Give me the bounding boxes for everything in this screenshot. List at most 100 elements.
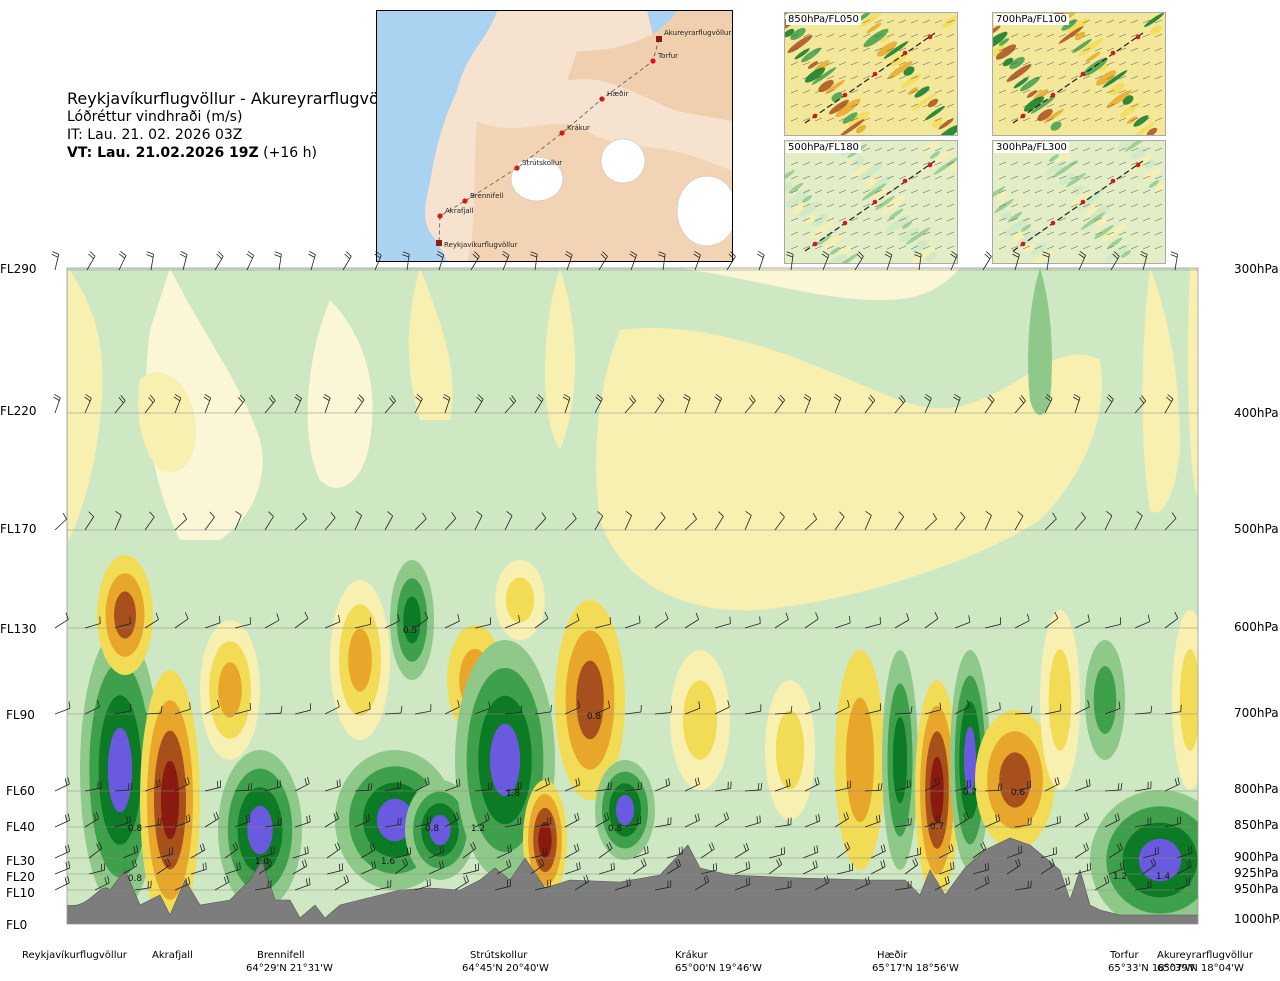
panel-barb — [1046, 89, 1055, 94]
wind-barb — [234, 617, 251, 629]
valid-offset: (+16 h) — [263, 145, 317, 161]
wind-barb — [354, 617, 371, 629]
wind-barb — [374, 879, 392, 891]
panel-barb — [1106, 147, 1115, 152]
wind-barb — [984, 813, 1001, 828]
panel-barb — [874, 103, 883, 108]
panel-barb — [1058, 175, 1067, 180]
panel-barb — [1046, 47, 1055, 52]
panel-barb — [898, 175, 907, 180]
panel-barb — [790, 189, 799, 194]
panel-barb — [874, 217, 883, 222]
panel-barb — [874, 89, 883, 94]
panel-barb — [1010, 217, 1019, 222]
panel-barb — [1142, 231, 1151, 236]
wind-barb — [1074, 812, 1090, 828]
station-name: Akrafjall — [152, 950, 193, 961]
panel-barb — [934, 117, 943, 122]
panel-barb — [862, 245, 871, 250]
wind-barb — [734, 861, 751, 875]
wind-barb — [982, 251, 992, 271]
wind-barb — [54, 777, 70, 792]
wind-barb — [384, 817, 402, 828]
panel-barb — [1142, 33, 1151, 38]
wind-barb — [496, 859, 512, 875]
wind-barb — [1040, 846, 1057, 859]
panel-barb — [862, 189, 871, 194]
panel-barb — [1010, 203, 1019, 208]
panel-barb — [898, 161, 907, 166]
field-cell — [403, 596, 421, 644]
wind-barb — [414, 512, 427, 531]
panel-barb — [1154, 75, 1163, 80]
panel-waypoint-marker — [1135, 34, 1141, 40]
panel-barb — [1058, 189, 1067, 194]
panel-barb — [802, 47, 811, 52]
panel-barb — [1130, 189, 1139, 194]
wind-barb — [624, 395, 636, 414]
panel-field-cell — [1155, 179, 1165, 191]
panel-barb — [790, 89, 799, 94]
wind-barb — [444, 614, 460, 629]
wind-barb — [924, 702, 941, 715]
panel-barb — [1130, 61, 1139, 66]
panel-barb — [1082, 147, 1091, 152]
panel-barb — [1106, 61, 1115, 66]
wind-barb — [144, 778, 161, 792]
field-cell — [683, 680, 717, 760]
wind-barb — [594, 394, 603, 414]
panel-barb — [1058, 89, 1067, 94]
panel-barb — [850, 75, 859, 80]
panel-field-cell — [883, 41, 909, 59]
wind-barb — [204, 511, 215, 531]
wind-barb — [744, 510, 752, 531]
panel-field-cell — [927, 98, 939, 108]
wind-barb — [84, 511, 95, 531]
panel-barb — [1082, 189, 1091, 194]
panel-barb — [1130, 47, 1139, 52]
panel-field-cell — [993, 45, 1005, 57]
panel-barb — [1034, 245, 1043, 250]
wind-barb — [598, 842, 613, 859]
panel-barb — [1022, 245, 1031, 250]
wind-barb — [294, 877, 311, 891]
wind-barb — [534, 611, 549, 629]
panel-barb — [1118, 103, 1127, 108]
panel-barb — [1046, 103, 1055, 108]
wind-barb — [624, 704, 642, 715]
panel-barb — [1106, 189, 1115, 194]
flight-level-label: FL90 — [6, 708, 35, 722]
panel-barb — [1154, 147, 1163, 152]
panel-barb — [850, 103, 859, 108]
panel-barb — [1154, 245, 1163, 250]
panel-barb — [910, 61, 919, 66]
panel-field-cell — [1120, 250, 1132, 258]
panel-barb — [1094, 89, 1103, 94]
wind-barb — [714, 700, 730, 715]
wind-barb — [714, 511, 724, 531]
wind-barb — [864, 616, 881, 629]
panel-field-cell — [1009, 56, 1025, 70]
panel-barb — [1058, 161, 1067, 166]
wind-barb — [632, 845, 649, 859]
panel-barb — [910, 117, 919, 122]
panel-barb — [922, 161, 931, 166]
panel-barb — [826, 189, 835, 194]
panel-barb — [886, 161, 895, 166]
panel-barb — [838, 47, 847, 52]
panel-barb — [886, 47, 895, 52]
wind-barb — [294, 703, 311, 715]
wind-barb — [474, 812, 490, 828]
wind-barb — [594, 700, 611, 715]
wind-barb — [428, 860, 444, 875]
wind-barb — [234, 783, 253, 792]
panel-barb — [862, 75, 871, 80]
wind-barb — [924, 612, 939, 629]
wind-barb — [54, 813, 70, 828]
panel-barb — [998, 89, 1007, 94]
panel-waypoint-marker — [902, 178, 908, 184]
wind-barb — [323, 393, 331, 414]
panel-field-cell — [829, 247, 841, 255]
panel-barb — [1082, 75, 1091, 80]
wind-barb — [864, 394, 876, 414]
